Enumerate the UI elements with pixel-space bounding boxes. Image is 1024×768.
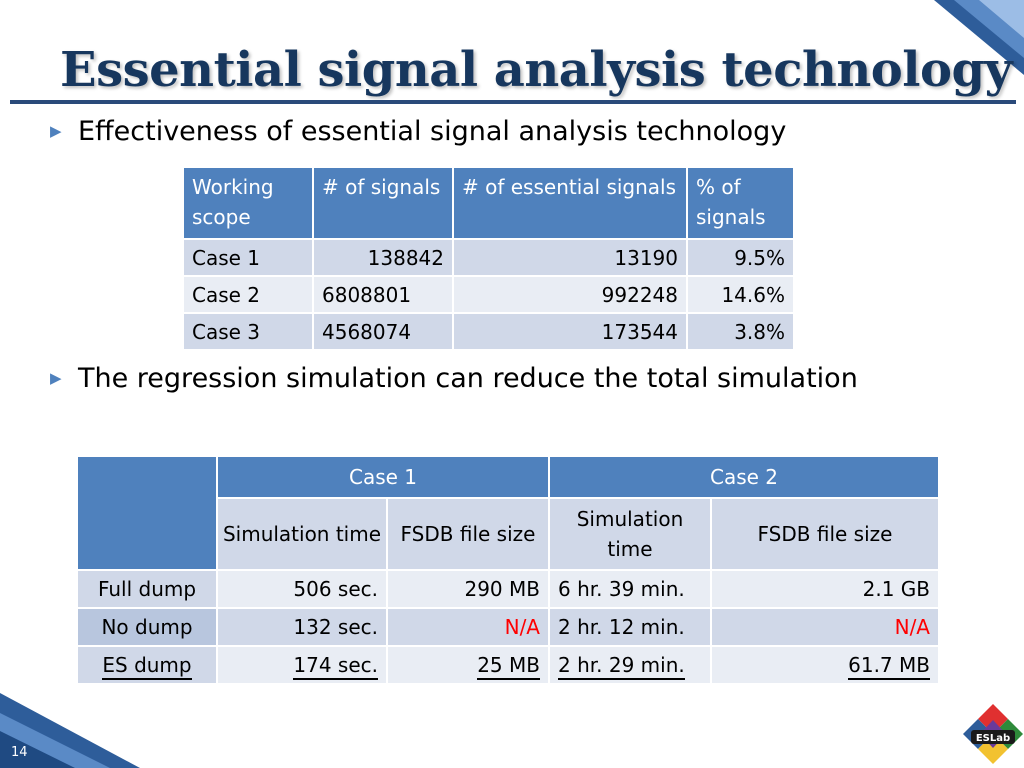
table-subheader-cell: FSDB file size [710, 497, 940, 571]
page-number: 14 [11, 745, 28, 760]
logo-text: ESLab [976, 733, 1010, 744]
table-group-header: Case 1 [216, 455, 550, 499]
table-header-cell: % of signals [686, 166, 795, 240]
table-cell: 2 hr. 29 min. [548, 645, 712, 685]
table-group-header: Case 2 [548, 455, 940, 499]
underlined-text: ES dump [102, 653, 192, 680]
table-cell: 138842 [312, 238, 454, 277]
underlined-text: 2 hr. 29 min. [558, 653, 685, 680]
table-row: Full dump 506 sec. 290 MB 6 hr. 39 min. … [76, 569, 940, 609]
title-divider [10, 100, 1016, 104]
table-cell: 14.6% [686, 275, 795, 314]
signals-table: Working scope # of signals # of essentia… [182, 166, 795, 351]
bullet-arrow-icon: ▶ [50, 369, 62, 387]
table-cell: N/A [386, 607, 550, 647]
bullet-arrow-icon: ▶ [50, 122, 62, 140]
table-corner-cell [76, 455, 218, 571]
table-cell: 25 MB [386, 645, 550, 685]
table-row: Case 2 6808801 992248 14.6% [182, 275, 795, 314]
table-cell: 13190 [452, 238, 688, 277]
table-cell: 9.5% [686, 238, 795, 277]
eslab-logo: ESLab [963, 704, 1023, 764]
corner-decoration-bottom-left [0, 693, 140, 768]
table-header-cell: # of essential signals [452, 166, 688, 240]
bullet-item: ▶ Effectiveness of essential signal anal… [50, 113, 898, 150]
table-row: ES dump 174 sec. 25 MB 2 hr. 29 min. 61.… [76, 645, 940, 685]
simulation-table: Case 1 Case 2 Simulation time FSDB file … [76, 455, 940, 685]
underlined-text: 61.7 MB [848, 653, 930, 680]
table-cell: 132 sec. [216, 607, 388, 647]
table-row-header: ES dump [76, 645, 218, 685]
table-cell: N/A [710, 607, 940, 647]
table-cell: 3.8% [686, 312, 795, 351]
underlined-text: 174 sec. [293, 653, 378, 680]
table-cell: 506 sec. [216, 569, 388, 609]
table-row-header: No dump [76, 607, 218, 647]
table-header-cell: # of signals [312, 166, 454, 240]
table-row: Case 3 4568074 173544 3.8% [182, 312, 795, 351]
table-cell: 173544 [452, 312, 688, 351]
table-header-row: Working scope # of signals # of essentia… [182, 166, 795, 240]
table-subheader-cell: Simulation time [548, 497, 712, 571]
underlined-text: 25 MB [477, 653, 540, 680]
table-header-row: Case 1 Case 2 [76, 455, 940, 571]
table-cell: 6808801 [312, 275, 454, 314]
table-cell: 61.7 MB [710, 645, 940, 685]
table-subheader-cell: FSDB file size [386, 497, 550, 571]
slide-title: Essential signal analysis technology [60, 42, 1012, 98]
table-cell: Case 2 [182, 275, 314, 314]
table-subheader-cell: Simulation time [216, 497, 388, 571]
table-cell: 2 hr. 12 min. [548, 607, 712, 647]
bullet-text: Effectiveness of essential signal analys… [78, 116, 787, 147]
table-row-header: Full dump [76, 569, 218, 609]
bullet-item: ▶ The regression simulation can reduce t… [50, 360, 878, 397]
table-cell: 6 hr. 39 min. [548, 569, 712, 609]
bullet-text: The regression simulation can reduce the… [78, 363, 858, 394]
table-cell: 992248 [452, 275, 688, 314]
table-cell: 2.1 GB [710, 569, 940, 609]
table-cell: 290 MB [386, 569, 550, 609]
corner-decoration-top-right [934, 0, 1024, 75]
table-cell: Case 1 [182, 238, 314, 277]
table-row: No dump 132 sec. N/A 2 hr. 12 min. N/A [76, 607, 940, 647]
table-cell: 4568074 [312, 312, 454, 351]
table-subheader-row: Simulation time FSDB file size Simulatio… [77, 497, 940, 571]
table-cell: 174 sec. [216, 645, 388, 685]
table-cell: Case 3 [182, 312, 314, 351]
table-header-cell: Working scope [182, 166, 314, 240]
table-row: Case 1 138842 13190 9.5% [182, 238, 795, 277]
